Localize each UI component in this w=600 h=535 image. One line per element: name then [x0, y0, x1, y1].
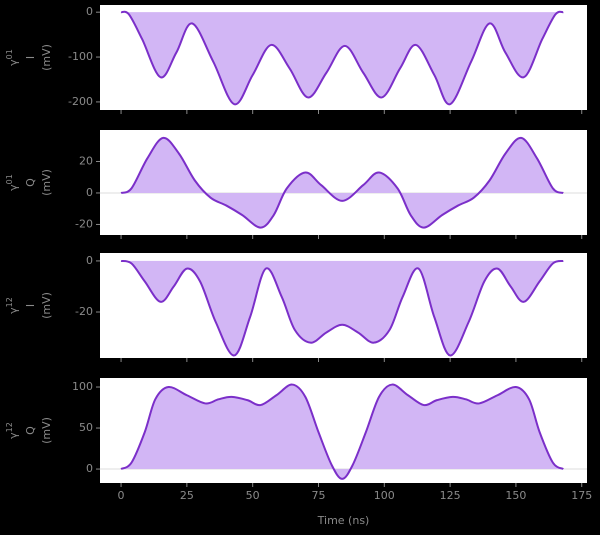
- y-label-unit: (mV): [40, 292, 53, 319]
- y-label-unit: (mV): [40, 44, 53, 71]
- y-label-greek: γ: [7, 432, 20, 439]
- x-tick-label: 50: [246, 489, 260, 502]
- x-tick-label: 25: [180, 489, 194, 502]
- area: [121, 11, 564, 105]
- y-axis-label: γ01 I (mV): [5, 44, 54, 71]
- y-label-greek: γ: [7, 184, 20, 191]
- y-label-sup: 01: [5, 174, 14, 184]
- y-axis-label: γ12 I (mV): [5, 292, 54, 319]
- x-axis-label: Time (ns): [317, 514, 370, 527]
- y-label-greek: γ: [7, 59, 20, 66]
- y-tick-label: 20: [79, 154, 93, 167]
- y-label-greek: γ: [7, 307, 20, 314]
- line: [120, 136, 564, 229]
- line: [120, 383, 564, 480]
- area: [121, 260, 564, 356]
- y-label-symbol: γ12: [5, 297, 21, 314]
- y-tick-label: 0: [86, 462, 93, 475]
- line: [120, 10, 564, 106]
- x-tick-label: 75: [311, 489, 325, 502]
- line: [120, 259, 564, 357]
- y-label-sup: 12: [5, 297, 14, 307]
- y-label-unit: (mV): [40, 169, 53, 196]
- x-tick-label: 175: [571, 489, 592, 502]
- y-label-symbol: γ01: [5, 174, 21, 191]
- y-label-symbol: γ01: [5, 49, 21, 66]
- area: [121, 137, 564, 228]
- area: [121, 384, 564, 479]
- y-label-component: Q: [24, 178, 37, 187]
- y-label-symbol: γ12: [5, 422, 21, 439]
- y-label-unit: (mV): [40, 417, 53, 444]
- x-tick-label: 125: [440, 489, 461, 502]
- y-tick-label: -20: [75, 217, 93, 230]
- x-tick-label: 150: [505, 489, 526, 502]
- y-label-sup: 01: [5, 49, 14, 59]
- y-tick-label: 0: [86, 254, 93, 267]
- y-label-sup: 12: [5, 422, 14, 432]
- y-label-component: I: [24, 304, 37, 307]
- y-tick-label: -200: [68, 95, 93, 108]
- x-tick-label: 100: [374, 489, 395, 502]
- y-label-component: I: [24, 56, 37, 59]
- y-tick-label: -20: [75, 305, 93, 318]
- y-tick-label: 50: [79, 421, 93, 434]
- y-tick-label: 0: [86, 5, 93, 18]
- y-tick-label: 0: [86, 186, 93, 199]
- y-label-component: Q: [24, 426, 37, 435]
- y-tick-label: 100: [72, 380, 93, 393]
- y-axis-label: γ12 Q (mV): [5, 417, 54, 444]
- x-tick-label: 0: [118, 489, 125, 502]
- y-tick-label: -100: [68, 50, 93, 63]
- y-axis-label: γ01 Q (mV): [5, 169, 54, 196]
